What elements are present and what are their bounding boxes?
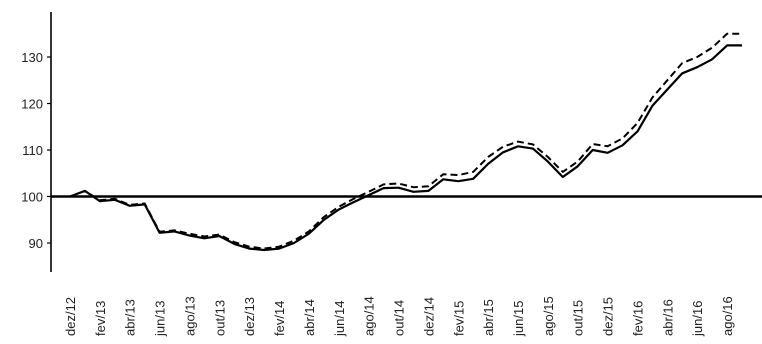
x-tick-label: fev/16 — [631, 301, 646, 336]
x-tick-label: dez/14 — [421, 297, 436, 336]
x-tick-label: out/13 — [212, 300, 227, 336]
x-tick-label: dez/15 — [601, 297, 616, 336]
x-tick-label: dez/13 — [242, 297, 257, 336]
x-tick-label: ago/13 — [183, 296, 198, 336]
x-tick-label: abr/15 — [481, 299, 496, 336]
x-tick-label: fev/14 — [272, 301, 287, 336]
chart-axes — [50, 12, 762, 272]
x-tick-label: ago/16 — [720, 296, 735, 336]
y-tick-label: 110 — [22, 143, 43, 158]
y-tick-label: 130 — [21, 50, 43, 65]
y-tick-label: 120 — [21, 97, 43, 112]
x-tick-label: ago/15 — [541, 296, 556, 336]
series-layer — [69, 32, 742, 252]
y-tick-label: 90 — [29, 236, 43, 251]
x-tick-label: ago/14 — [362, 296, 377, 336]
y-tick-label: 100 — [21, 190, 43, 205]
y-axis-ticks: 90 100 110 120 130 — [21, 50, 51, 251]
x-tick-label: abr/16 — [660, 299, 675, 336]
series-line-solid — [69, 44, 742, 252]
x-tick-label: abr/13 — [123, 299, 138, 336]
x-tick-label: jun/14 — [332, 301, 347, 337]
x-tick-label: jun/13 — [153, 301, 168, 337]
x-tick-label: fev/13 — [93, 301, 108, 336]
x-tick-label: abr/14 — [302, 299, 317, 336]
x-tick-label: dez/12 — [63, 297, 78, 336]
x-tick-label: out/14 — [392, 300, 407, 336]
x-tick-label: jun/15 — [511, 301, 526, 337]
x-tick-label: fev/15 — [451, 301, 466, 336]
x-tick-label: jun/16 — [690, 301, 705, 337]
series-line-dashed — [69, 32, 742, 250]
x-axis-tick-labels: dez/12 fev/13 abr/13 jun/13 ago/13 out/13 dez/… — [63, 296, 735, 337]
x-tick-label: out/15 — [571, 300, 586, 336]
